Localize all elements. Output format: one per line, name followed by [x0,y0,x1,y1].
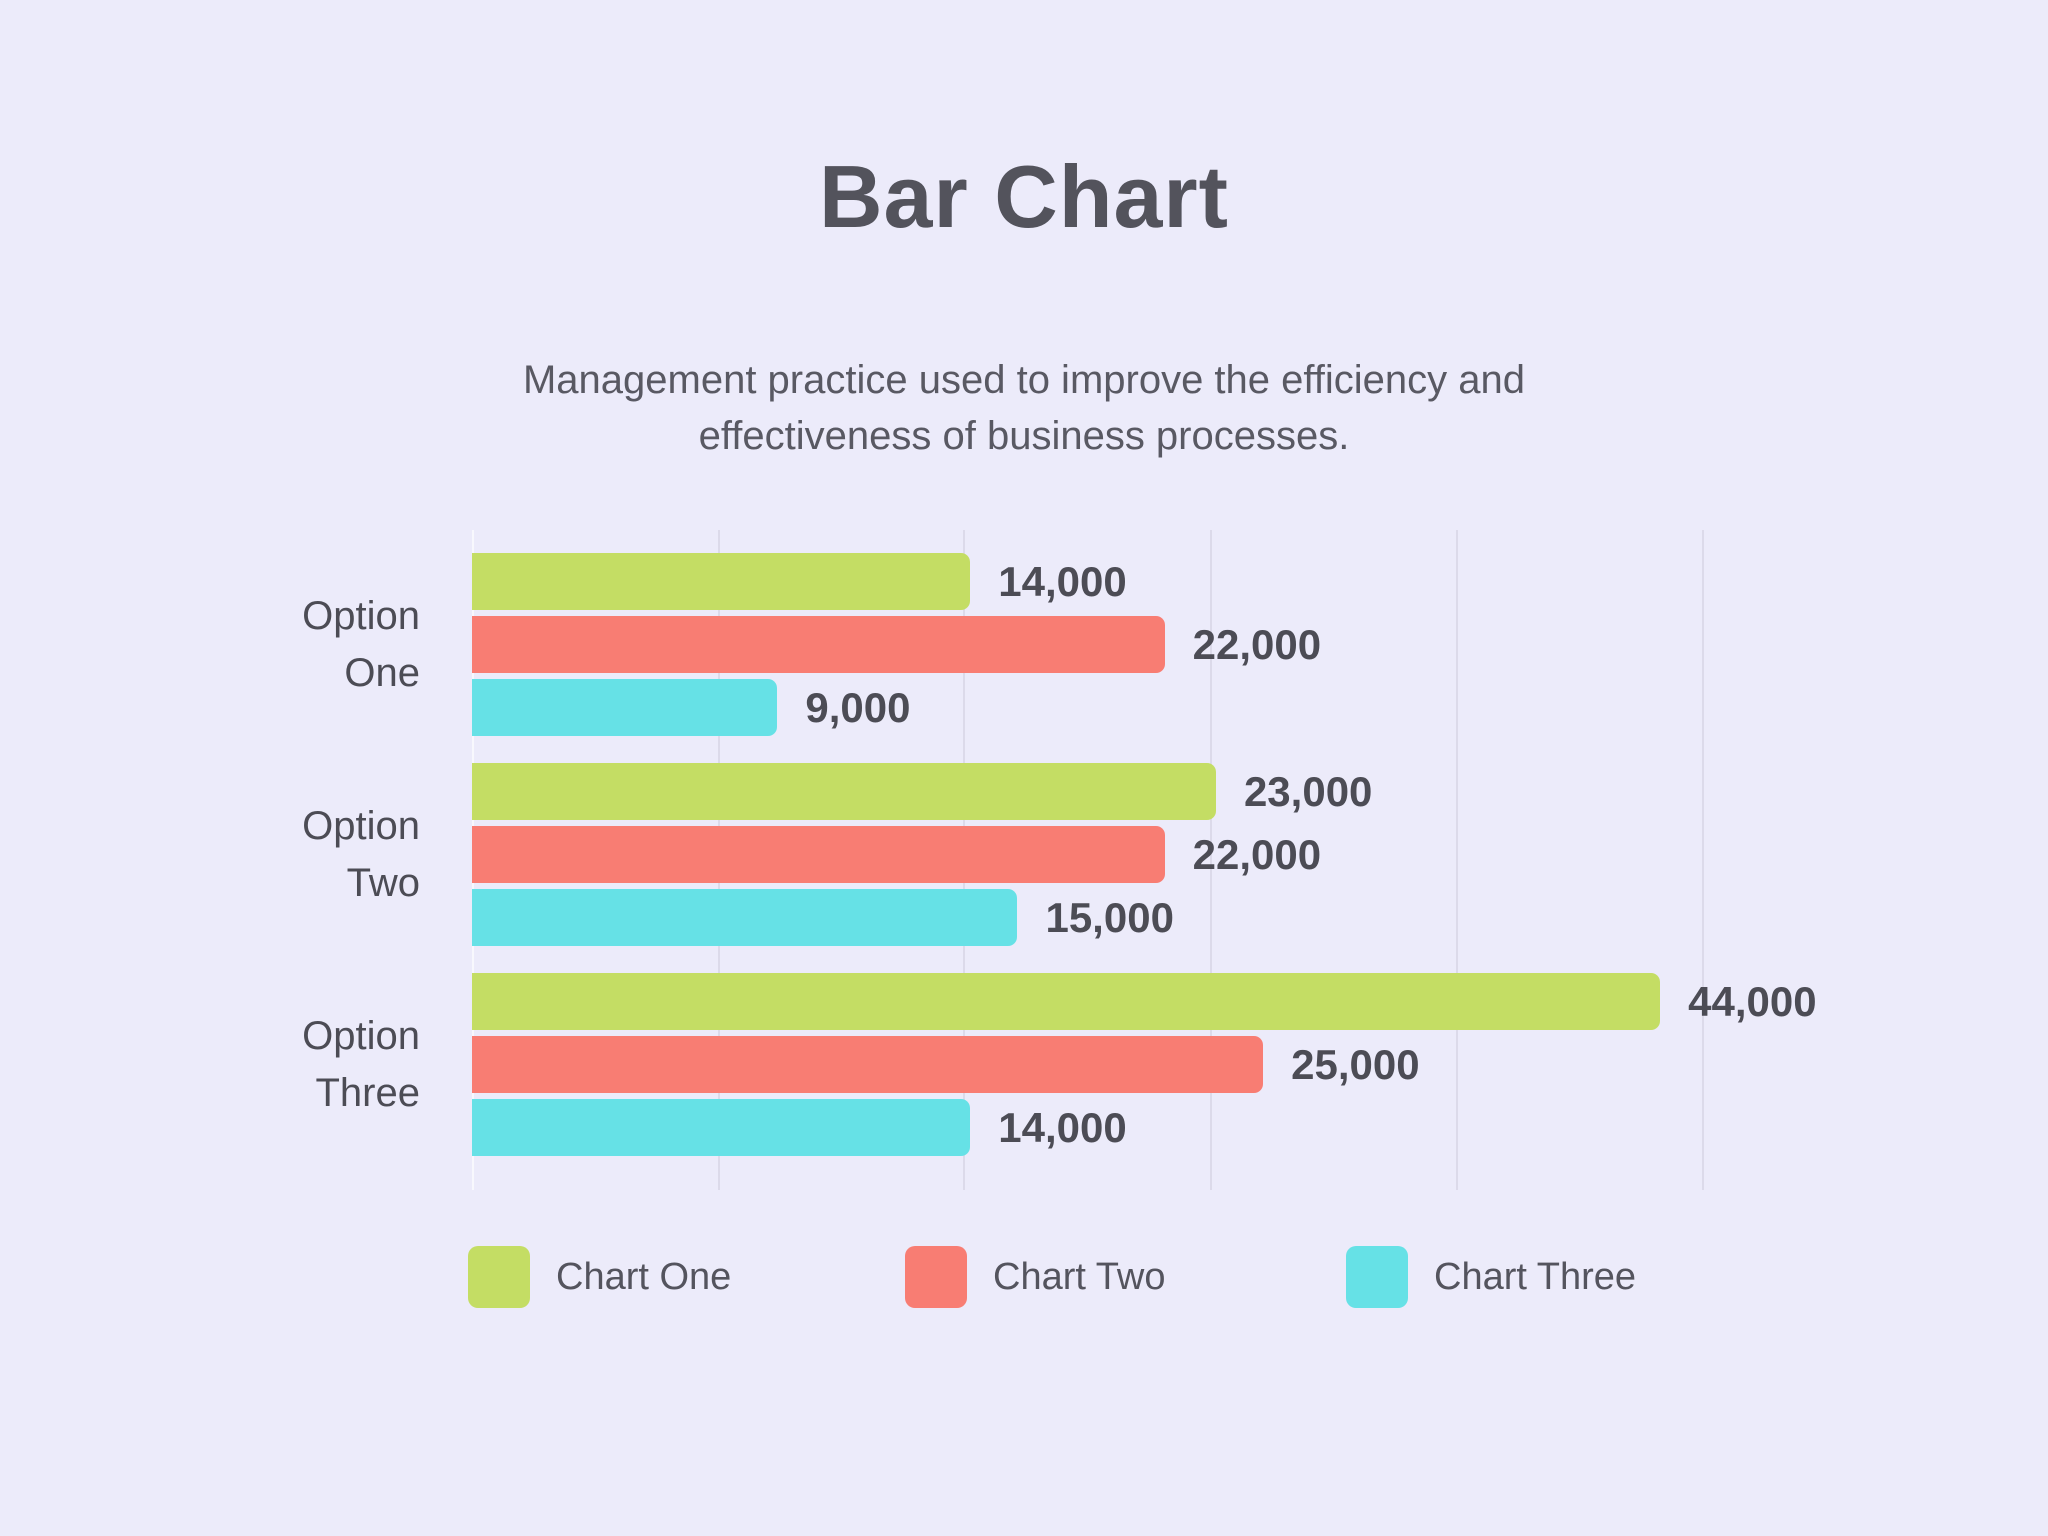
bar-chart-three-option-three [472,1099,971,1156]
bar-chart-two-option-one [472,616,1165,673]
bar-chart-three-option-one [472,679,778,736]
value-label-chart-three-option-one: 9,000 [805,683,911,731]
bar-chart-two-option-three [472,1036,1264,1093]
category-label-option-one: Option One [302,593,420,695]
chart-subtitle-line-1: Management practice used to improve the … [522,358,1526,402]
bar-chart-one-option-two [472,763,1216,820]
legend-swatch-chart-three [1346,1246,1408,1308]
category-label-option-two: Option Two [302,803,420,905]
chart-subtitle: Management practice used to improve the … [0,352,2048,464]
value-label-chart-one-option-two: 23,000 [1243,767,1373,815]
legend-swatch-chart-two [905,1246,967,1308]
category-label-option-three: Option Three [302,1013,420,1115]
bar-chart-one-option-three [472,973,1661,1030]
value-label-chart-two-option-three: 25,000 [1291,1040,1420,1088]
value-label-chart-two-option-one: 22,000 [1192,620,1322,668]
bar-group-option-one: 14,000 22,000 9,000 Option One [302,553,1860,736]
value-label-chart-one-option-one: 14,000 [998,557,1127,605]
bar-chart-two-option-two [472,826,1165,883]
gridline-3 [1210,530,1213,1190]
bar-group-option-three: 44,000 25,000 14,000 Option Three [302,973,1860,1156]
gridline-4 [1456,530,1459,1190]
gridline-5 [1701,530,1704,1190]
chart-subtitle-line-2: effectiveness of business processes. [698,414,1350,458]
value-label-chart-one-option-three: 44,000 [1688,977,1817,1025]
legend-item-chart-two: Chart Two [905,1246,1165,1308]
value-label-chart-three-option-two: 15,000 [1045,893,1174,941]
bar-group-option-two: 23,000 22,000 15,000 Option Two [302,763,1860,946]
legend-item-chart-one: Chart One [468,1246,731,1308]
bar-chart-one-option-one [472,553,971,610]
value-label-chart-three-option-three: 14,000 [998,1103,1127,1151]
bar-chart-three-option-two [472,889,1018,946]
legend-swatch-chart-one [468,1246,530,1308]
bar-chart-plot: 14,000 22,000 9,000 Option One 23,000 22,000 1… [302,530,1860,1190]
legend-label-chart-three: Chart Three [1434,1255,1637,1298]
chart-title: Bar Chart [819,147,1229,246]
legend-item-chart-three: Chart Three [1346,1246,1636,1308]
legend-label-chart-one: Chart One [556,1255,732,1298]
legend-label-chart-two: Chart Two [993,1255,1166,1298]
value-label-chart-two-option-two: 22,000 [1192,830,1322,878]
